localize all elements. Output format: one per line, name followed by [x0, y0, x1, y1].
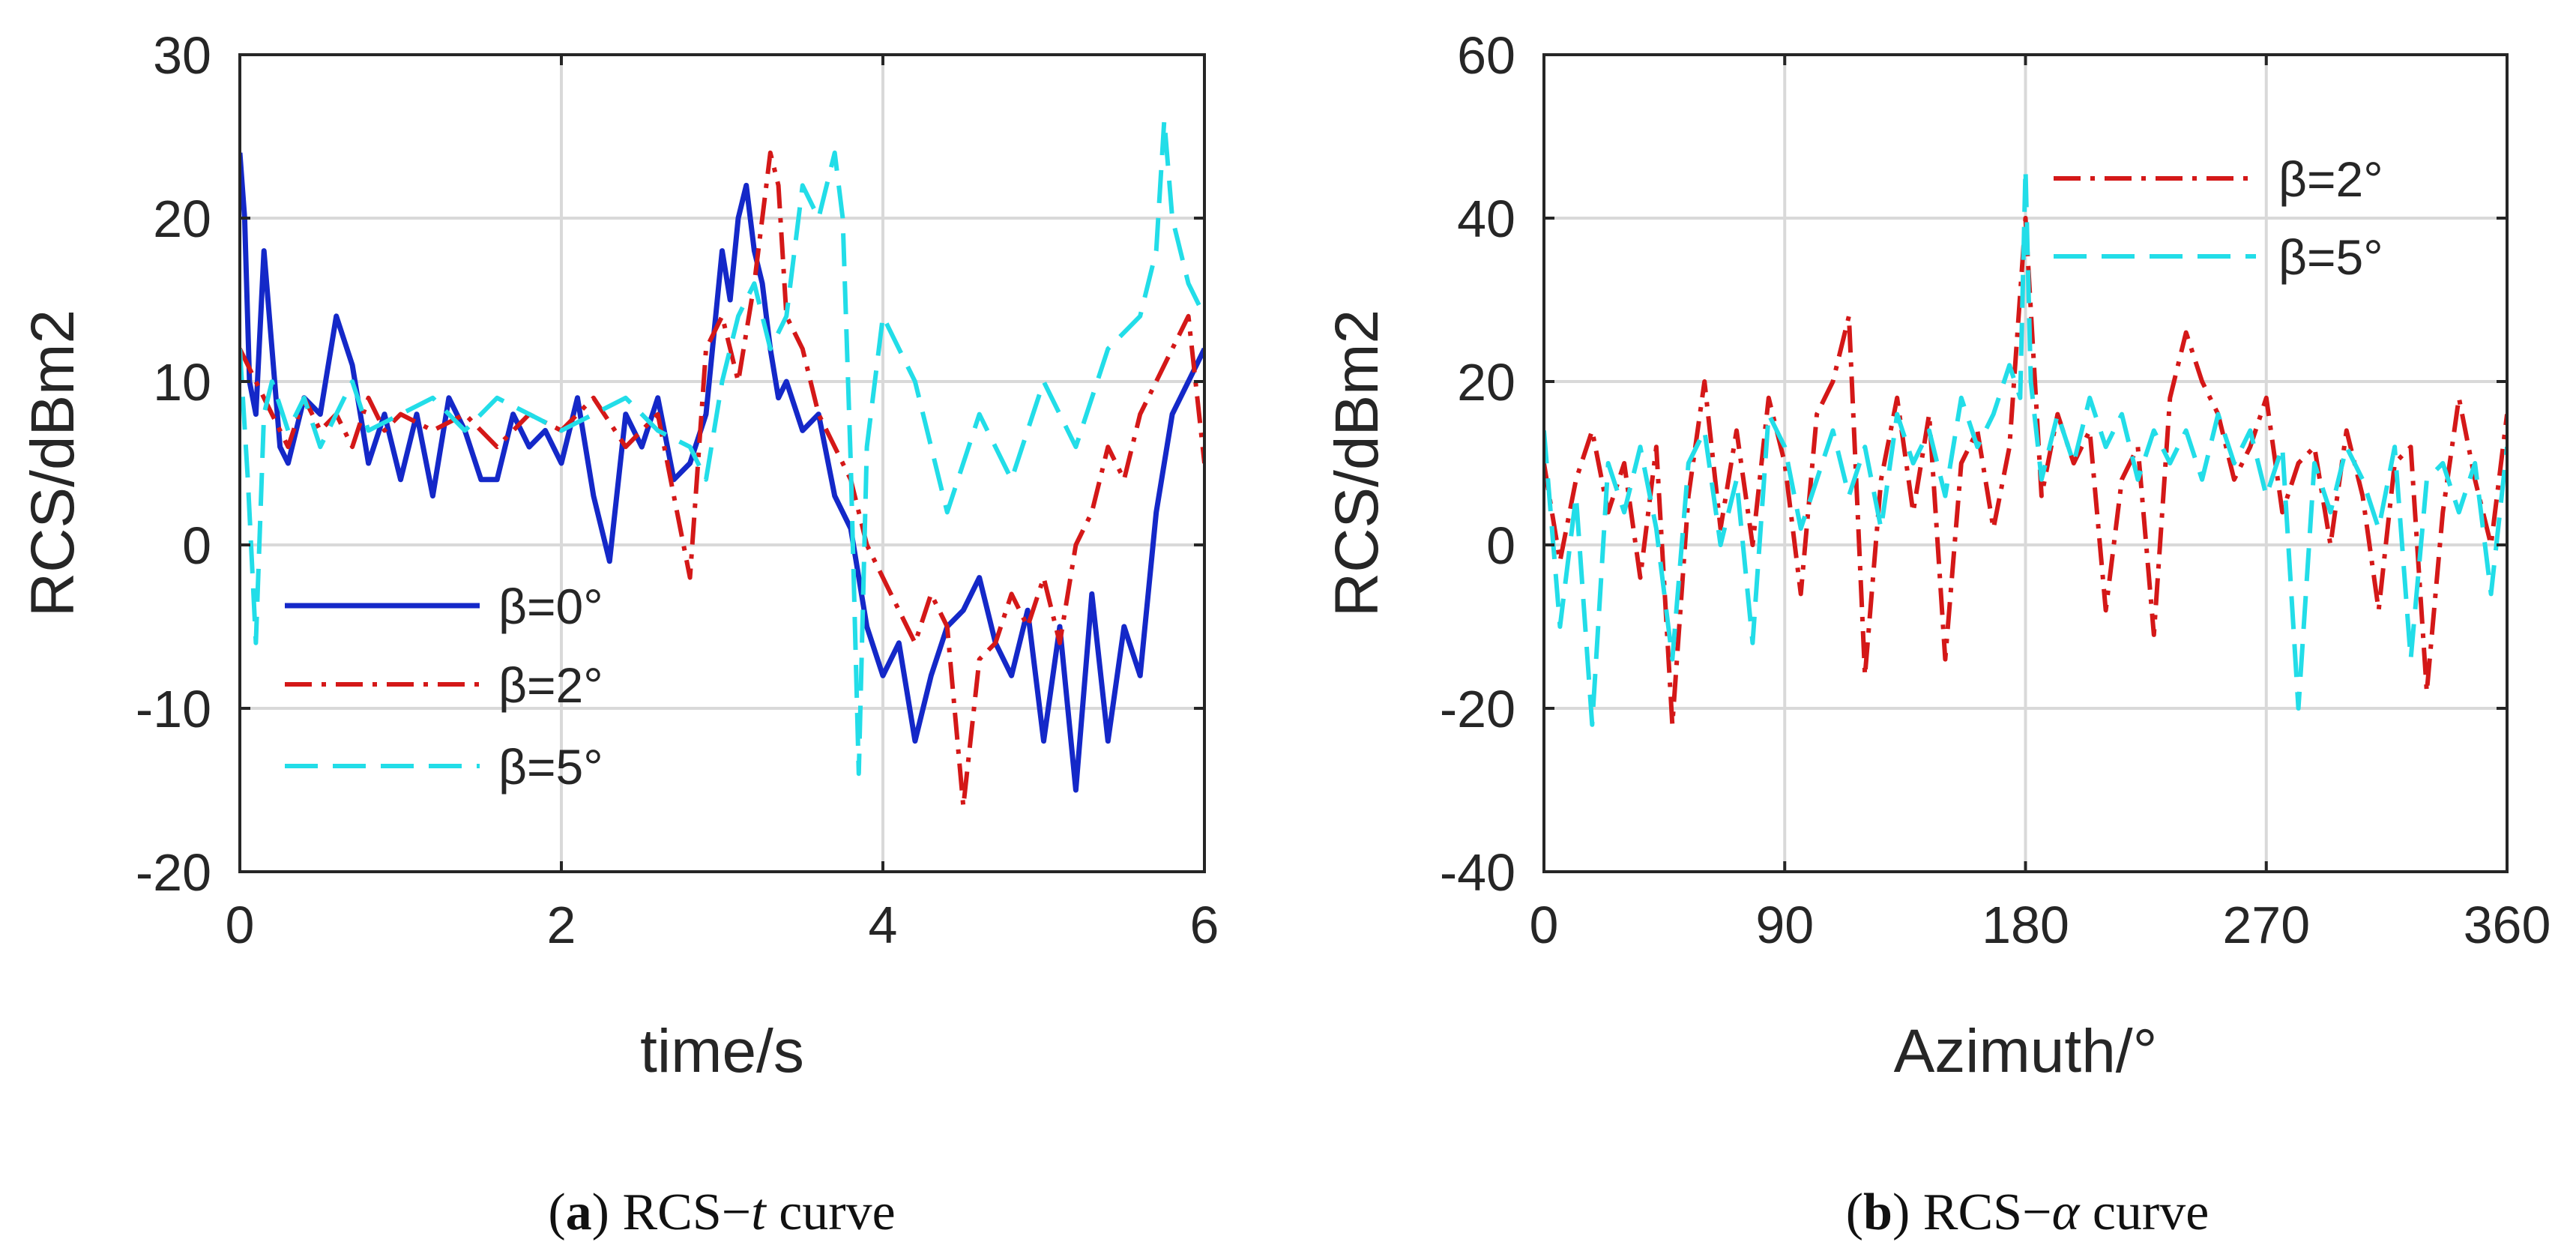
- y-tick-label: 60: [1457, 26, 1515, 85]
- series-line-beta2: [1544, 216, 2507, 727]
- y-tick-label: 10: [153, 353, 211, 412]
- caption-variable: α: [2052, 1184, 2081, 1241]
- y-tick-label: 30: [153, 26, 211, 85]
- series-line-beta0: [240, 152, 1204, 793]
- y-axis-label: RCS/dBm2: [19, 310, 87, 617]
- y-tick-label: 0: [1486, 516, 1515, 575]
- caption-paren-close: ): [1892, 1184, 1923, 1241]
- legend-label: β=0°: [498, 579, 603, 634]
- figure-caption: (a) RCS−t curve: [548, 1184, 895, 1241]
- x-axis-label: time/s: [640, 1017, 804, 1085]
- y-tick-label: 40: [1457, 190, 1515, 248]
- caption-panel-letter: a: [566, 1184, 592, 1241]
- x-tick-label: 2: [547, 896, 576, 954]
- y-tick-label: -10: [136, 680, 211, 738]
- caption-paren-close: ): [592, 1184, 623, 1241]
- x-tick-label: 270: [2222, 896, 2310, 954]
- y-tick-label: 20: [153, 190, 211, 248]
- legend-label: β=5°: [498, 739, 603, 795]
- legend-label: β=5°: [2278, 229, 2383, 285]
- y-tick-label: 0: [182, 516, 211, 575]
- series-group: [1544, 166, 2507, 727]
- series-group: [240, 118, 1204, 809]
- x-tick-label: 360: [2464, 896, 2551, 954]
- series-line-beta5: [1544, 166, 2507, 727]
- series-line-beta2: [240, 150, 1204, 809]
- caption-rest: curve: [766, 1184, 896, 1241]
- legend-label: β=2°: [2278, 151, 2383, 207]
- legend: β=0° β=2° β=5°: [285, 579, 603, 795]
- caption-variable: t: [751, 1184, 767, 1241]
- y-tick-label: -20: [1440, 680, 1515, 738]
- caption-rest: curve: [2079, 1184, 2209, 1241]
- legend: β=2° β=5°: [2054, 151, 2383, 285]
- y-tick-label: 20: [1457, 353, 1515, 412]
- series-line-beta5: [240, 118, 1204, 777]
- caption-paren-open: (: [548, 1184, 565, 1241]
- x-tick-label: 180: [1982, 896, 2069, 954]
- figure-caption: (b) RCS−α curve: [1846, 1184, 2209, 1241]
- caption-text: RCS−: [622, 1184, 751, 1241]
- y-tick-label: -20: [136, 843, 211, 902]
- x-tick-label: 90: [1755, 896, 1814, 954]
- axes-box: [238, 53, 1206, 873]
- caption-panel-letter: b: [1863, 1184, 1892, 1241]
- legend-label: β=2°: [498, 657, 603, 713]
- y-tick-label: -40: [1440, 843, 1515, 902]
- y-axis-label: RCS/dBm2: [1323, 310, 1391, 617]
- caption-paren-open: (: [1846, 1184, 1863, 1241]
- x-tick-label: 4: [869, 896, 898, 954]
- x-tick-label: 6: [1190, 896, 1219, 954]
- x-tick-label: 0: [226, 896, 255, 954]
- caption-text: RCS−: [1923, 1184, 2052, 1241]
- chart-b: 0 90 180 270 360 -40 -20 0 20 40 60 Azimuth/° RCS/dB…: [1323, 26, 2551, 1241]
- x-axis-label: Azimuth/°: [1894, 1017, 2158, 1085]
- x-tick-label: 0: [1530, 896, 1559, 954]
